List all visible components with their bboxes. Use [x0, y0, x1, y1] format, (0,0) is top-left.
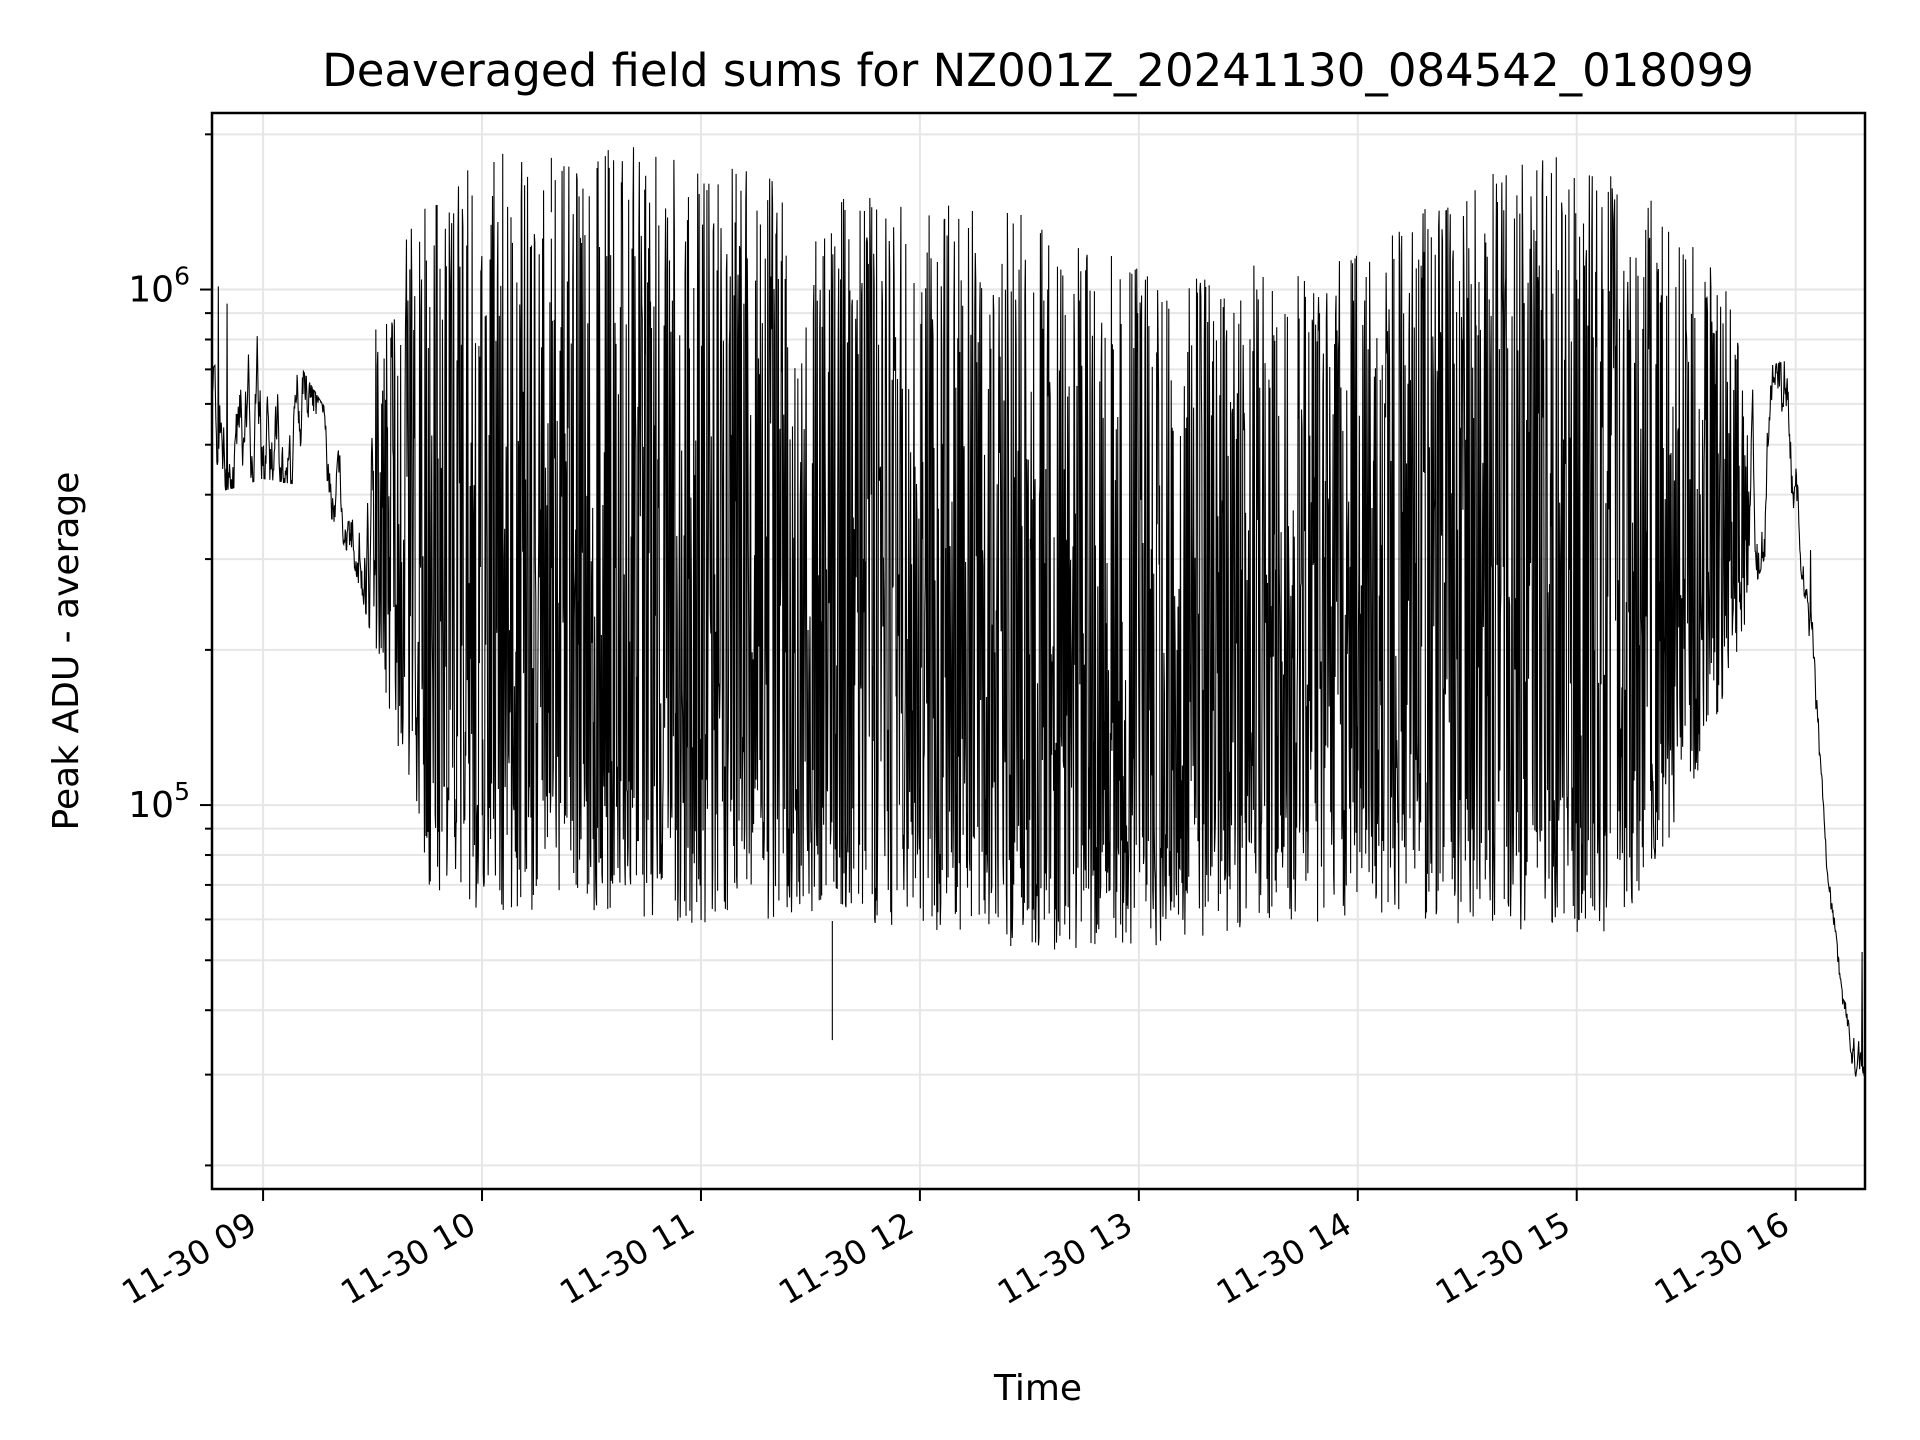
y-axis-label: Peak ADU - average: [46, 472, 87, 831]
series-layer: [212, 147, 1865, 1083]
plot-frame: [210, 111, 1867, 1191]
y-tick-base: 10: [128, 270, 174, 311]
series-line: [212, 147, 1865, 1083]
y-tick-exponent: 5: [174, 777, 190, 806]
x-axis-label: Time: [993, 1368, 1082, 1409]
y-tick-label: 106: [128, 262, 190, 311]
y-tick-exponent: 6: [174, 262, 190, 291]
y-tick-base: 10: [128, 785, 174, 826]
chart-title: Deaveraged field sums for NZ001Z_2024113…: [322, 44, 1754, 97]
y-tick-label: 105: [128, 777, 190, 826]
